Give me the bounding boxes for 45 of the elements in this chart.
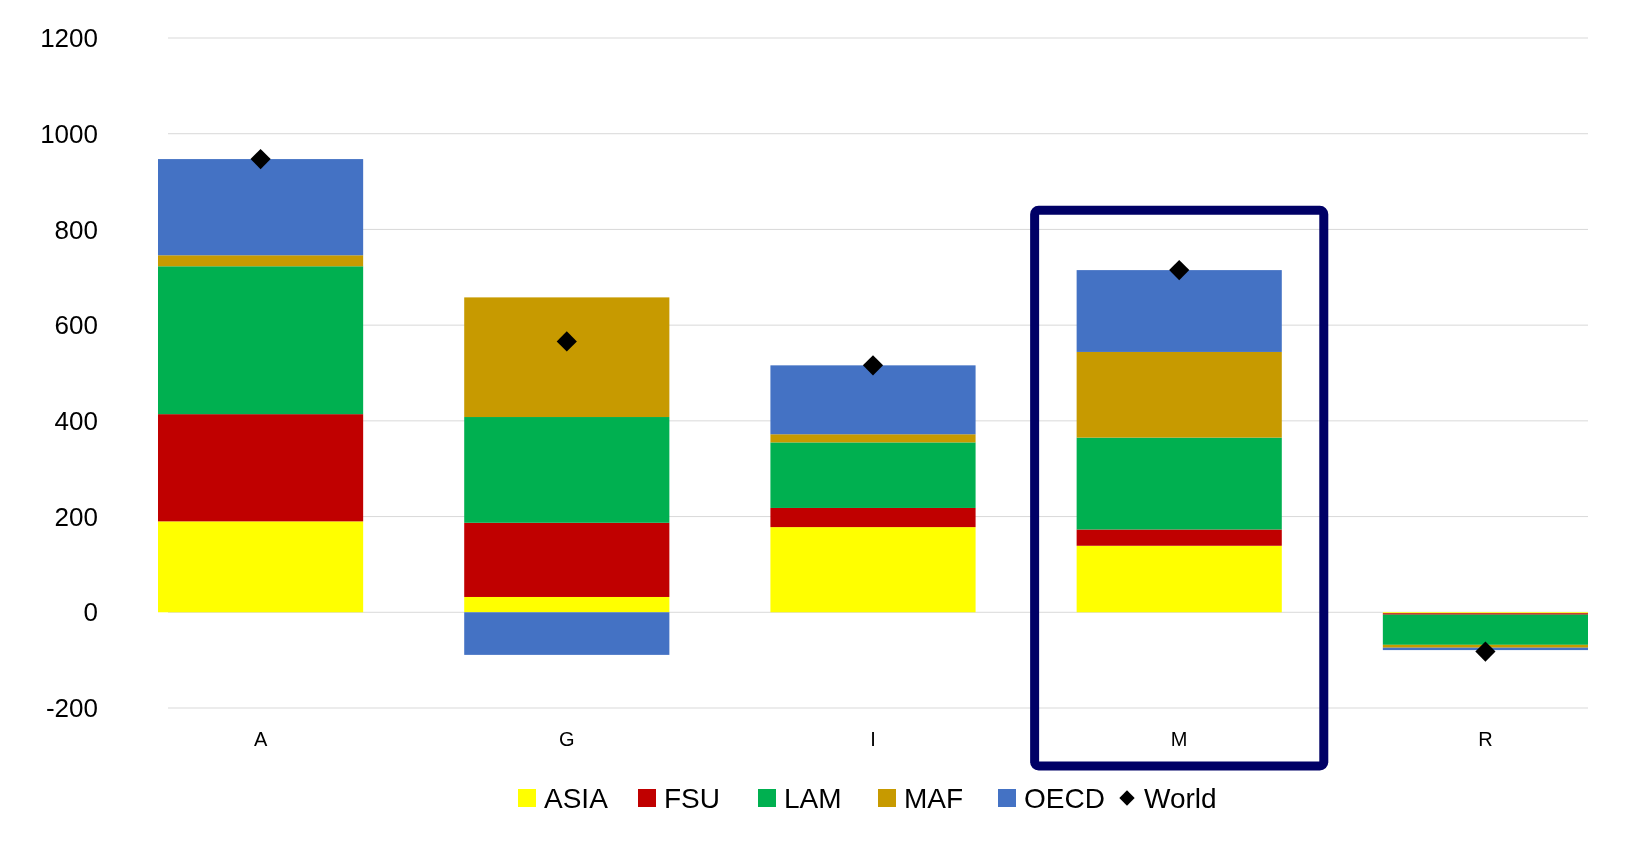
bar (1076, 545, 1282, 613)
x-tick-label: R (1478, 728, 1493, 750)
x-tick-label: I (870, 728, 876, 750)
legend-label: OECD (1024, 782, 1105, 814)
x-tick-label: A (253, 728, 268, 750)
bar (770, 434, 976, 443)
legend-label: ASIA (544, 782, 609, 814)
bar (770, 527, 976, 613)
bar (464, 522, 670, 597)
bar (464, 417, 670, 523)
bar (1076, 270, 1282, 352)
point (1169, 260, 1190, 281)
bar (158, 159, 364, 256)
bar (770, 365, 976, 435)
y-tick-label: 400 (54, 405, 98, 436)
point (250, 148, 271, 170)
y-tick-label: 200 (54, 501, 98, 532)
bar (1076, 437, 1282, 530)
point (862, 355, 884, 376)
x-tick-label: M (1170, 728, 1188, 750)
bar (1382, 614, 1588, 645)
legend-label: World (1144, 782, 1217, 814)
bar (464, 612, 670, 655)
y-tick-label: 0 (83, 597, 98, 628)
bar (770, 442, 976, 508)
x-tick-label: G (559, 728, 575, 750)
y-tick-label: 800 (54, 214, 98, 245)
bar (158, 266, 364, 415)
bar (464, 596, 670, 613)
bar (1076, 351, 1282, 438)
bar (158, 414, 364, 522)
point (556, 331, 577, 352)
y-tick-label: 1000 (40, 118, 98, 149)
bar (464, 297, 670, 418)
bar (1076, 529, 1282, 546)
y-tick-label: 600 (54, 310, 98, 341)
legend-label: LAM (784, 782, 842, 814)
bar (770, 507, 976, 528)
bar (158, 521, 364, 613)
y-tick-label: -200 (45, 693, 98, 724)
legend-label: MAF (904, 782, 964, 814)
bar (158, 255, 364, 267)
point (1475, 641, 1496, 662)
legend-label: FSU (664, 782, 720, 814)
y-tick-label: 1200 (40, 23, 98, 54)
